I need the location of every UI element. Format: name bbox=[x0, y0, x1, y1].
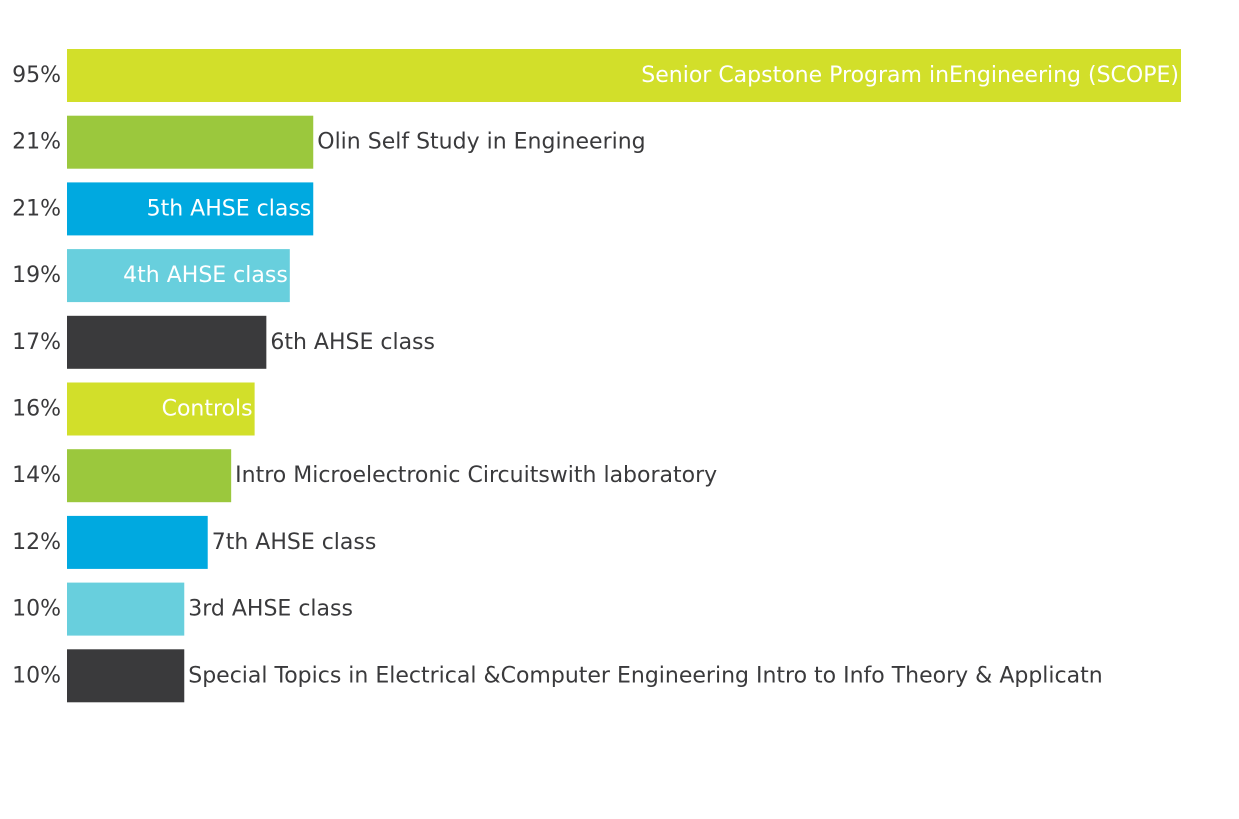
bar-row: 12% 7th AHSE class bbox=[12, 515, 377, 569]
category-label: Intro Microelectronic Circuitswith labor… bbox=[235, 463, 717, 488]
bar-row: 14% Intro Microelectronic Circuitswith la… bbox=[12, 449, 717, 503]
bar bbox=[67, 582, 185, 636]
value-label: 14% bbox=[12, 463, 61, 488]
value-label: 19% bbox=[12, 263, 61, 288]
bar bbox=[67, 315, 267, 369]
value-label: 95% bbox=[12, 63, 61, 88]
category-label: Olin Self Study in Engineering bbox=[317, 130, 645, 155]
bar-row: 10% 3rd AHSE class bbox=[12, 582, 353, 636]
bar-row: 16% Controls bbox=[12, 382, 255, 436]
bar bbox=[67, 49, 1181, 102]
category-label: Controls bbox=[162, 397, 253, 422]
category-label: Special Topics in Electrical &Computer E… bbox=[188, 663, 1102, 688]
category-label: 6th AHSE class bbox=[270, 330, 435, 355]
value-label: 21% bbox=[12, 196, 61, 221]
bar bbox=[67, 182, 314, 236]
bar-row: 95% Senior Capstone Program inEngineering… bbox=[12, 49, 1181, 102]
category-label: Senior Capstone Program inEngineering (S… bbox=[641, 63, 1179, 88]
category-label: 3rd AHSE class bbox=[188, 597, 353, 622]
value-label: 12% bbox=[12, 530, 61, 555]
bar bbox=[67, 382, 255, 436]
value-label: 21% bbox=[12, 130, 61, 155]
bar-row: 19% 4th AHSE class bbox=[12, 249, 290, 303]
value-label: 10% bbox=[12, 663, 61, 688]
bar-row: 21% Olin Self Study in Engineering bbox=[12, 115, 646, 169]
bar-row: 17% 6th AHSE class bbox=[12, 315, 435, 369]
bar bbox=[67, 449, 232, 503]
value-label: 16% bbox=[12, 397, 61, 422]
bar-row: 10% Special Topics in Electrical &Compute… bbox=[12, 649, 1103, 703]
bar bbox=[67, 115, 314, 169]
category-label: 7th AHSE class bbox=[212, 530, 377, 555]
category-label: 5th AHSE class bbox=[147, 196, 312, 221]
bar-row: 21% 5th AHSE class bbox=[12, 182, 314, 236]
bar bbox=[67, 649, 185, 703]
bar bbox=[67, 249, 290, 303]
value-label: 10% bbox=[12, 597, 61, 622]
category-label: 4th AHSE class bbox=[123, 263, 288, 288]
bar bbox=[67, 515, 208, 569]
value-label: 17% bbox=[12, 330, 61, 355]
